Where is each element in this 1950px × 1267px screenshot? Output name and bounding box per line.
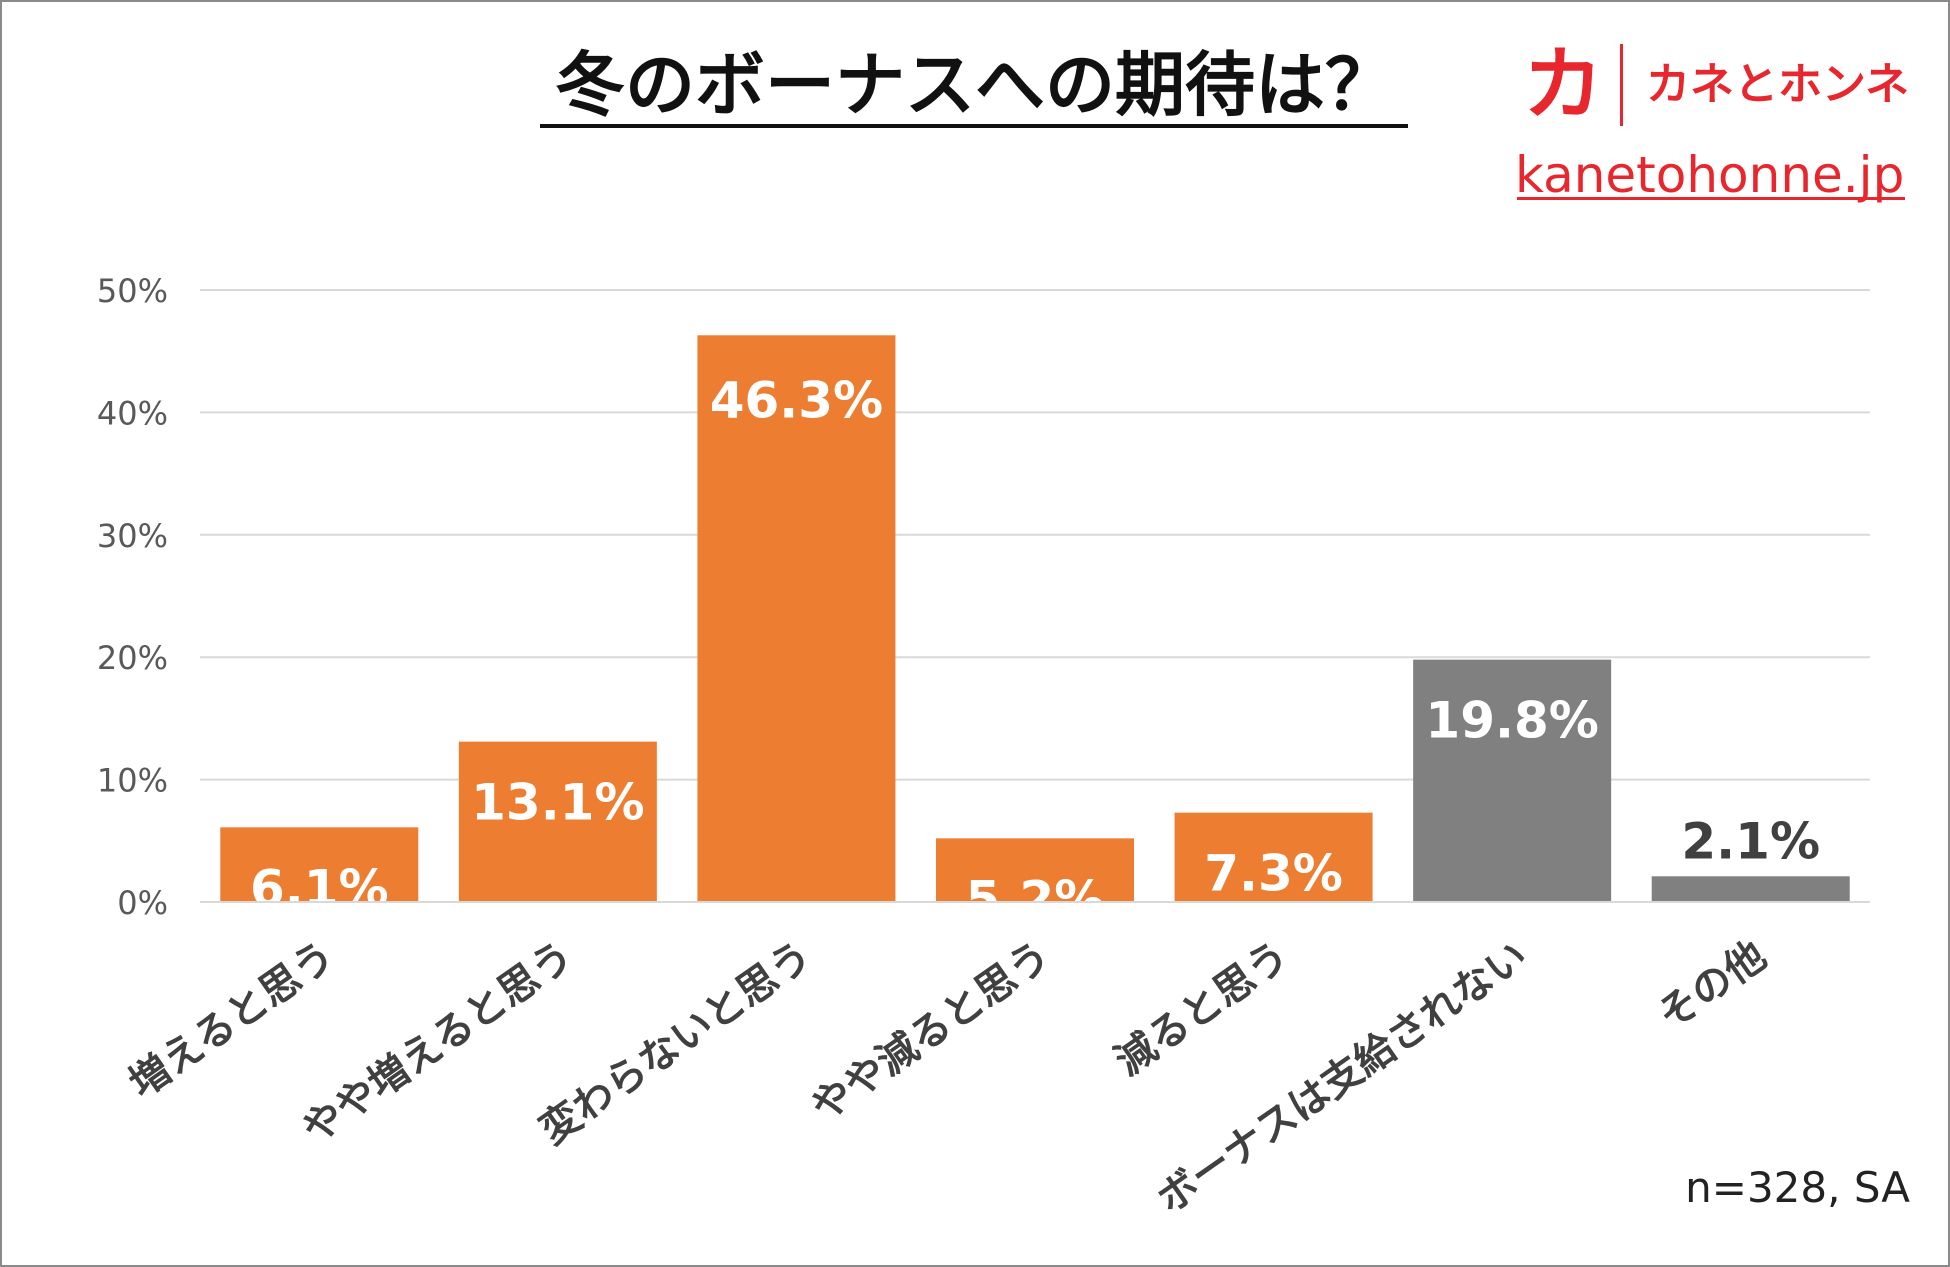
y-tick-label: 20% (97, 639, 168, 677)
brand-url-underline (1517, 197, 1905, 200)
x-category-label: やや減ると思う (803, 933, 1059, 1131)
chart-title: 冬のボーナスへの期待は？ (555, 44, 1395, 126)
bar (1651, 876, 1850, 902)
brand-logo-mark: カ (1523, 38, 1603, 131)
x-category-label: 増えると思う (121, 933, 343, 1108)
x-category-label: その他 (1650, 933, 1775, 1040)
brand-logo-divider (1620, 44, 1623, 126)
y-tick-label: 40% (97, 394, 168, 432)
data-label: 6.1% (250, 859, 389, 917)
x-category-label: 減ると思う (1107, 933, 1297, 1085)
sample-note: n=328, SA (1685, 1163, 1910, 1212)
bar (220, 827, 419, 902)
data-label: 7.3% (1204, 845, 1343, 903)
data-label: 13.1% (471, 774, 644, 832)
data-label: 19.8% (1425, 692, 1598, 750)
bar (1413, 659, 1612, 902)
bar (697, 335, 896, 903)
y-tick-label: 50% (97, 272, 168, 310)
bar (1174, 812, 1373, 902)
y-tick-label: 0% (117, 884, 168, 922)
bar (936, 838, 1134, 902)
y-tick-label: 10% (97, 762, 168, 800)
brand-name: カネとホンネ (1646, 59, 1910, 110)
data-label: 46.3% (710, 371, 883, 429)
title-underline (540, 124, 1408, 128)
data-label: 5.2% (966, 870, 1105, 928)
bar (458, 741, 657, 902)
data-label: 2.1% (1681, 812, 1820, 870)
brand-url-link[interactable]: kanetohonne.jp (1515, 146, 1905, 204)
y-tick-label: 30% (97, 517, 168, 555)
